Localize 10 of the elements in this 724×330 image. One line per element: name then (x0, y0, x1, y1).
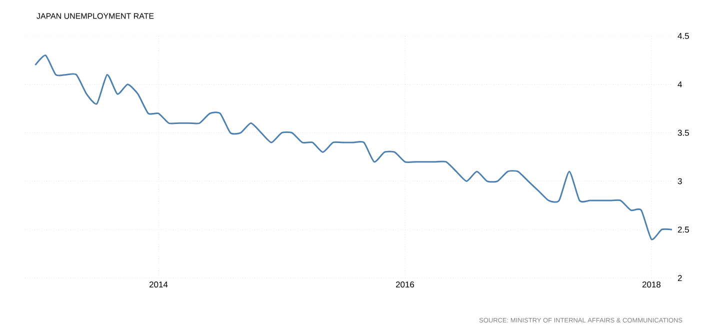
line-series (34, 54, 673, 240)
y-tick-label: 4.5 (678, 33, 689, 39)
y-tick-label: 3.5 (678, 130, 689, 136)
x-tick-label: 2016 (396, 282, 414, 288)
y-tick-label: 2.5 (678, 226, 689, 233)
y-tick-label: 2 (678, 275, 682, 281)
x-tick-label: 2014 (150, 282, 168, 288)
y-tick-label: 4 (678, 81, 682, 88)
y-tick-label: 3 (678, 178, 682, 184)
x-tick-label: 2018 (642, 282, 661, 288)
